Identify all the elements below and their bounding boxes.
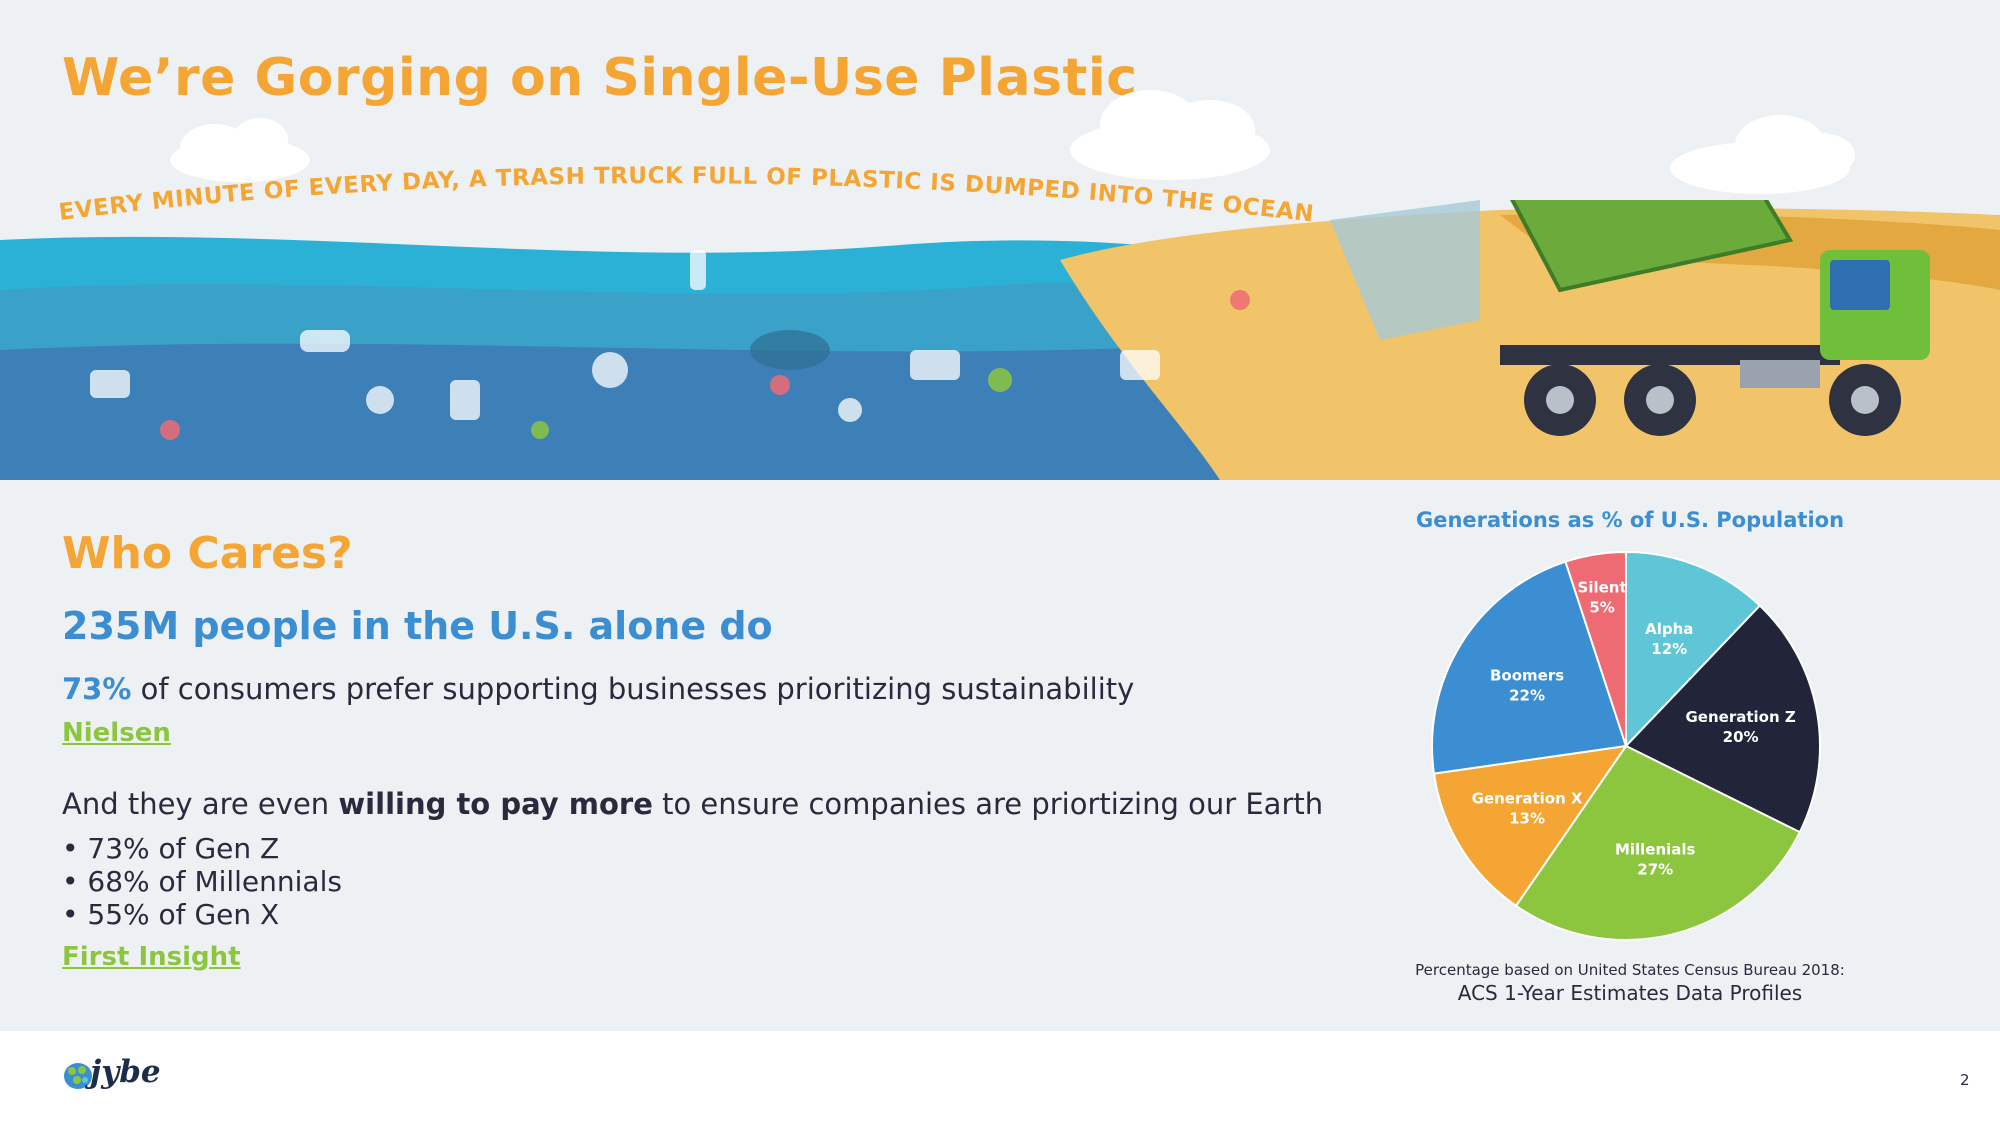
pie-slice-alpha — [1625, 550, 1762, 749]
page-number: 2 — [1960, 1071, 1970, 1089]
chart-note-source: Percentage based on United States Census… — [1415, 961, 1845, 979]
slide-title: We’re Gorging on Single-Use Plastic — [62, 48, 1138, 108]
source-link-first-insight[interactable]: First Insight — [62, 942, 241, 972]
consumer-stat: 73% of consumers prefer supporting busin… — [62, 672, 1134, 706]
clouds-illustration — [170, 90, 1855, 194]
slice-label: Millenials — [1615, 841, 1696, 859]
chart-title: Generations as % of U.S. Population — [1415, 508, 1845, 532]
source-link-nielsen[interactable]: Nielsen — [62, 718, 171, 748]
slice-value-label: 13% — [1509, 809, 1545, 827]
pie-slice-generation-x — [1432, 744, 1629, 908]
slice-value-label: 5% — [1589, 599, 1614, 617]
pay-more-statement: And they are even willing to pay more to… — [62, 787, 1323, 821]
pie-slice-generation-z — [1624, 604, 1821, 834]
list-item: • 55% of Gen X — [62, 898, 280, 931]
pay-text-bold: willing to pay more — [338, 787, 653, 821]
pay-text-pre: And they are even — [62, 787, 330, 821]
slice-label: Alpha — [1645, 620, 1693, 638]
list-item: • 73% of Gen Z — [62, 832, 280, 865]
section-heading: Who Cares? — [62, 528, 353, 579]
slice-label: Silent — [1578, 579, 1627, 597]
chart-note-dataset: ACS 1-Year Estimates Data Profiles — [1457, 981, 1803, 1005]
slice-value-label: 27% — [1637, 861, 1673, 879]
subheading: 235M people in the U.S. alone do — [62, 604, 773, 648]
banner-headline: EVERY MINUTE OF EVERY DAY, A TRASH TRUCK… — [57, 163, 1315, 228]
brand-name: jybe — [90, 1054, 161, 1090]
svg-text:EVERY MINUTE OF EVERY DAY, A T: EVERY MINUTE OF EVERY DAY, A TRASH TRUCK… — [57, 163, 1315, 228]
pie-slice-boomers — [1431, 560, 1628, 775]
generation-bullet-list: • 73% of Gen Z • 68% of Millennials • 55… — [62, 832, 342, 931]
slice-value-label: 12% — [1651, 640, 1687, 658]
pie-slice-silent — [1564, 550, 1627, 747]
stat-text: of consumers prefer supporting businesse… — [140, 672, 1135, 706]
slice-value-label: 20% — [1723, 728, 1759, 746]
slice-label: Boomers — [1490, 667, 1564, 685]
ocean-trash-illustration — [0, 200, 2000, 480]
stat-percent: 73% — [62, 672, 132, 706]
slice-value-label: 22% — [1509, 687, 1545, 705]
footer-bar — [0, 1031, 2000, 1125]
slice-label: Generation X — [1472, 789, 1583, 807]
pie-slice-millenials — [1514, 744, 1802, 941]
pay-text-post: to ensure companies are priortizing our … — [662, 787, 1324, 821]
slice-label: Generation Z — [1685, 708, 1795, 726]
turtle-logo-icon — [64, 1063, 92, 1089]
list-item: • 68% of Millennials — [62, 865, 342, 898]
generations-pie-chart: Alpha 12% Generation Z 20% Millenials 27% Gene… — [1431, 550, 1821, 941]
banner-text: EVERY MINUTE OF EVERY DAY, A TRASH TRUCK… — [57, 163, 1314, 228]
